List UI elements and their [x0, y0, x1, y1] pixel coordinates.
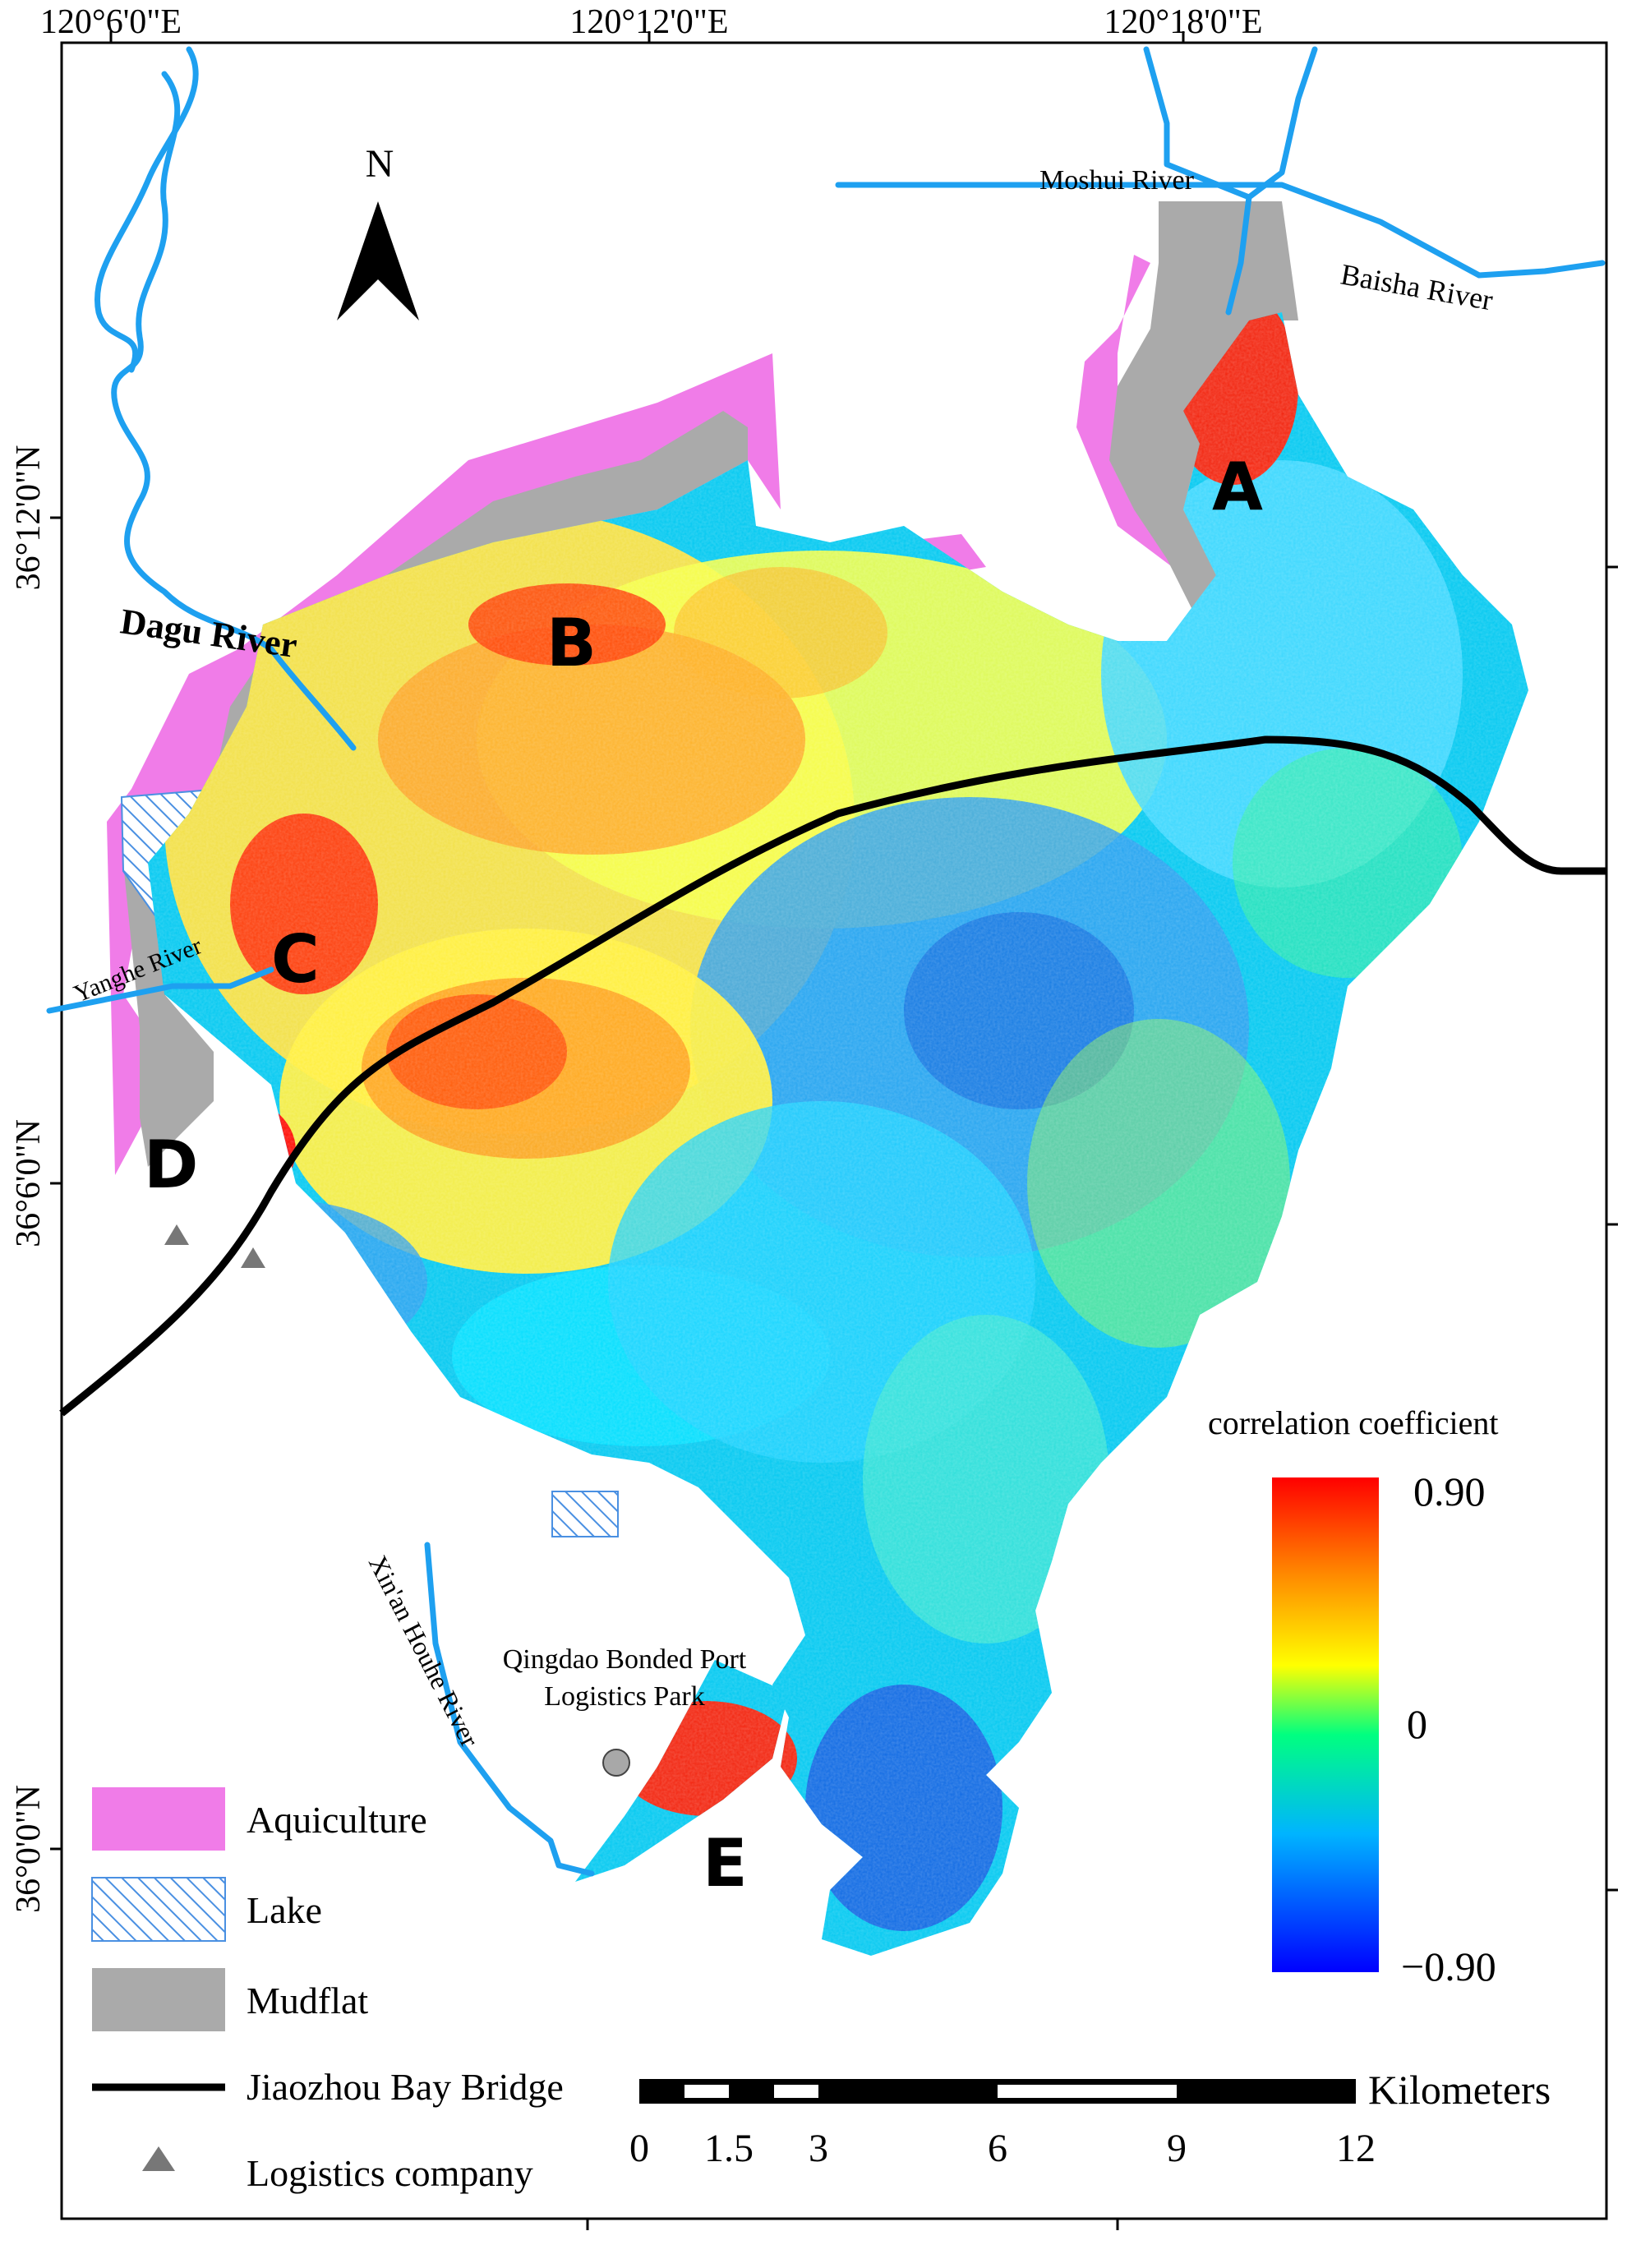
legend-label-lake: Lake — [247, 1889, 322, 1931]
northwest-river-line — [94, 46, 199, 373]
legend-label-aquiculture: Aquiculture — [247, 1799, 427, 1841]
scale-tick-3: 6 — [988, 2127, 1007, 2170]
legend-label-mudflat: Mudflat — [247, 1980, 368, 2021]
zone-label-c: C — [271, 921, 320, 998]
scale-bar: Kilometers 0 1.5 3 6 9 12 — [629, 2067, 1551, 2170]
legend-swatch-aquiculture — [92, 1787, 225, 1851]
moshui-branch-line — [1225, 194, 1252, 316]
colorbar-mid-label: 0 — [1407, 1701, 1427, 1747]
baisha-river-label: Baisha River — [1339, 257, 1496, 316]
logistics-company-marker-2 — [241, 1247, 265, 1268]
colorbar-max-label: 0.90 — [1413, 1468, 1486, 1514]
zone-label-b: B — [546, 605, 597, 681]
left-tick-label-2: 36°6'0"N — [10, 1119, 48, 1247]
left-tick-label-1: 36°12'0"N — [10, 445, 48, 591]
legend-label-bridge: Jiaozhou Bay Bridge — [247, 2066, 564, 2108]
jiaozhou-bay-bridge-line — [59, 735, 1606, 1417]
legend: Aquiculture Lake Mudflat Jiaozhou Bay Br… — [91, 1787, 564, 2194]
left-tick-label-3: 36°0'0"N — [10, 1785, 48, 1913]
graticule-ticks — [50, 31, 1618, 2230]
top-tick-label-1: 120°6'0"E — [40, 3, 182, 41]
baisha-river-line — [835, 182, 1606, 279]
moshui-river-label: Moshui River — [1039, 165, 1195, 196]
port-label-line1: Qingdao Bonded Port — [503, 1644, 747, 1675]
north-arrow-icon — [337, 201, 419, 320]
legend-swatch-mudflat — [92, 1968, 225, 2031]
legend-label-logistics: Logistics company — [247, 2152, 533, 2194]
scale-tick-1: 1.5 — [704, 2127, 754, 2170]
scale-unit-label: Kilometers — [1368, 2067, 1551, 2113]
map-frame — [60, 41, 1608, 2220]
scale-tick-4: 9 — [1167, 2127, 1187, 2170]
scale-tick-0: 0 — [629, 2127, 649, 2170]
colorbar-ramp — [1272, 1477, 1379, 1972]
north-arrow-label: N — [366, 142, 394, 186]
logistics-company-marker-1 — [164, 1224, 189, 1245]
dagu-river-line — [111, 71, 357, 751]
rivers — [46, 46, 1606, 1877]
scale-tick-5: 12 — [1336, 2127, 1376, 2170]
zone-label-a: A — [1212, 449, 1263, 525]
dagu-river-label: Dagu River — [118, 601, 300, 666]
qingdao-port-marker — [602, 1749, 630, 1777]
xinan-houhe-river-label: Xin'an Houhe River — [363, 1551, 486, 1752]
port-label-line2: Logistics Park — [544, 1681, 704, 1712]
colorbar-min-label: −0.90 — [1401, 1943, 1496, 1989]
legend-swatch-lake — [91, 1877, 226, 1942]
top-tick-label-3: 120°18'0"E — [1104, 3, 1262, 41]
colorbar-title: correlation coefficient — [1208, 1404, 1499, 1441]
yanghe-river-line — [46, 966, 274, 1014]
top-tick-label-2: 120°12'0"E — [569, 3, 728, 41]
xinan-houhe-river-line — [424, 1542, 595, 1877]
scale-tick-2: 3 — [809, 2127, 828, 2170]
zone-label-d: D — [144, 1127, 198, 1203]
zone-label-e: E — [703, 1825, 748, 1902]
legend-swatch-logistics — [142, 2146, 175, 2171]
